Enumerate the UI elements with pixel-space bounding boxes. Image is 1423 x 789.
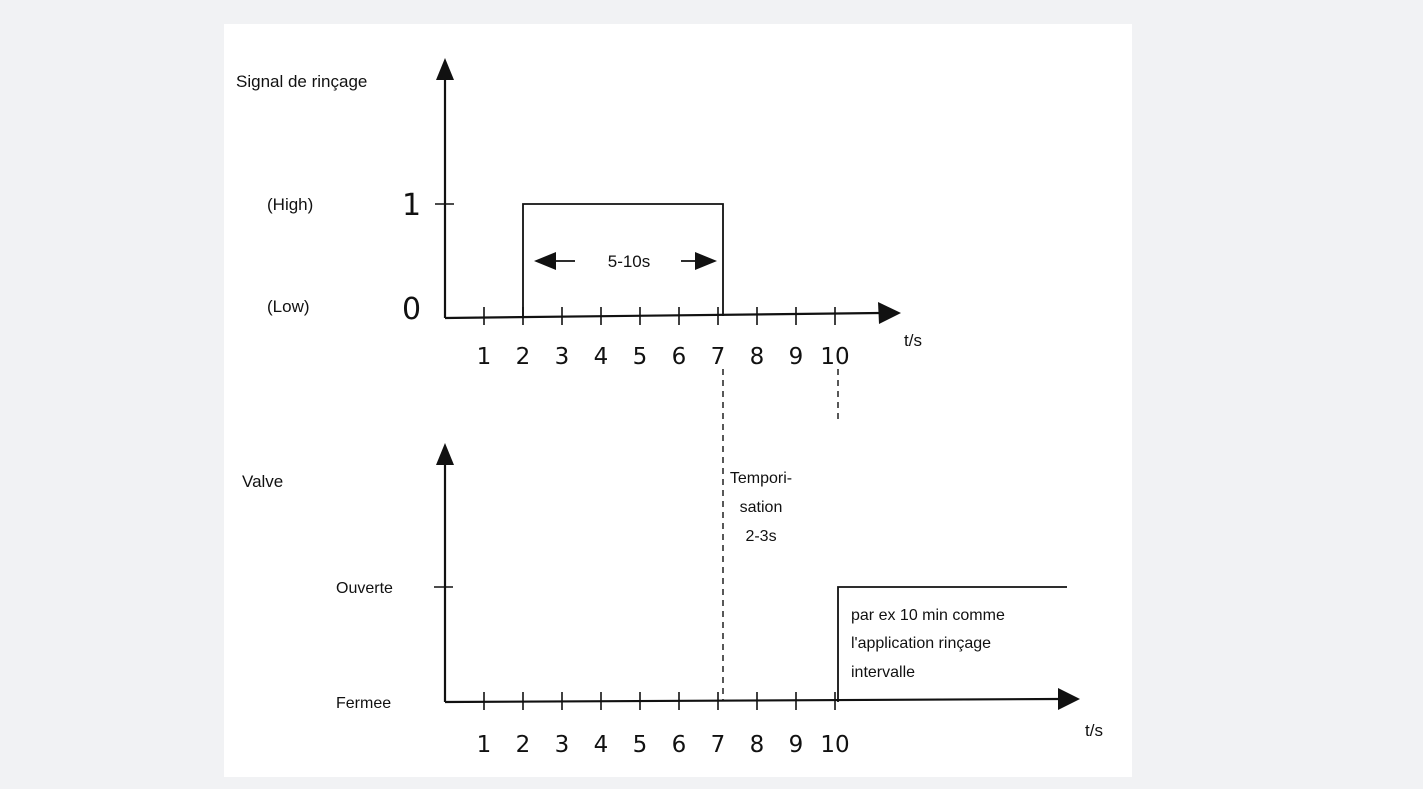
duration-arrow-left — [534, 252, 556, 270]
bottom-x-tick-label: 5 — [633, 732, 648, 758]
top-x-tick-label: 3 — [555, 344, 570, 370]
valve-state-line — [837, 586, 1067, 702]
top-x-tick-label: 9 — [789, 344, 804, 370]
valve-chart: Valve Ouverte Fermee Tempori- sation 2-3… — [242, 443, 1103, 758]
level-open-label: Ouverte — [336, 580, 393, 597]
top-x-tick-label: 6 — [672, 344, 687, 370]
bottom-x-tick-label: 7 — [711, 732, 726, 758]
bottom-x-tick-labels: 1 2 3 4 5 6 7 8 9 10 — [477, 732, 850, 758]
bottom-y-axis-title: Valve — [242, 472, 283, 491]
bottom-x-tick-label: 2 — [516, 732, 531, 758]
bottom-x-tick-label: 3 — [555, 732, 570, 758]
top-x-axis — [444, 311, 881, 320]
delay-label-line-2: sation — [740, 499, 783, 516]
duration-arrow-right — [695, 252, 717, 270]
bottom-x-tick-label: 4 — [594, 732, 609, 758]
top-y-axis-arrow — [436, 58, 454, 80]
bottom-y-axis-arrow — [436, 443, 454, 465]
flush-pulse — [522, 203, 724, 318]
top-x-ticks — [483, 307, 836, 325]
duration-label: 5-10s — [608, 252, 651, 271]
bottom-x-tick-label: 9 — [789, 732, 804, 758]
top-x-tick-label: 4 — [594, 344, 609, 370]
top-x-tick-label: 5 — [633, 344, 648, 370]
level-low-value: 0 — [402, 292, 421, 327]
level-closed-label: Fermee — [336, 695, 391, 712]
bottom-x-tick-label: 10 — [820, 732, 849, 758]
top-x-axis-arrow — [878, 302, 901, 324]
bottom-x-axis — [444, 697, 1059, 704]
bottom-x-unit: t/s — [1085, 721, 1103, 740]
note-line-1: par ex 10 min comme — [851, 607, 1005, 624]
timing-diagram-canvas: 5-10s Signal de rinçage (High) 1 (Low) 0… — [236, 58, 1103, 758]
level-low-label: (Low) — [267, 297, 310, 316]
level-high-value: 1 — [402, 188, 421, 223]
top-x-tick-label: 2 — [516, 344, 531, 370]
bottom-x-tick-label: 6 — [672, 732, 687, 758]
bottom-x-tick-label: 8 — [750, 732, 765, 758]
top-x-tick-label: 7 — [711, 344, 726, 370]
bottom-x-axis-arrow — [1058, 688, 1080, 710]
top-x-tick-label: 10 — [820, 344, 849, 370]
top-x-tick-labels: 1 2 3 4 5 6 7 8 9 10 — [477, 344, 850, 370]
top-x-tick-label: 8 — [750, 344, 765, 370]
top-x-unit: t/s — [904, 331, 922, 350]
top-y-axis-title: Signal de rinçage — [236, 72, 367, 91]
delay-label-line-3: 2-3s — [745, 528, 776, 545]
flush-signal-chart: 5-10s Signal de rinçage (High) 1 (Low) 0… — [236, 58, 922, 370]
bottom-x-tick-label: 1 — [477, 732, 492, 758]
delay-label-line-1: Tempori- — [730, 470, 792, 487]
level-high-label: (High) — [267, 195, 313, 214]
bottom-x-ticks — [483, 692, 836, 710]
top-x-tick-label: 1 — [477, 344, 492, 370]
note-line-2: l'application rinçage — [851, 635, 991, 652]
note-line-3: intervalle — [851, 664, 915, 681]
timing-diagram: 5-10s Signal de rinçage (High) 1 (Low) 0… — [224, 24, 1132, 777]
